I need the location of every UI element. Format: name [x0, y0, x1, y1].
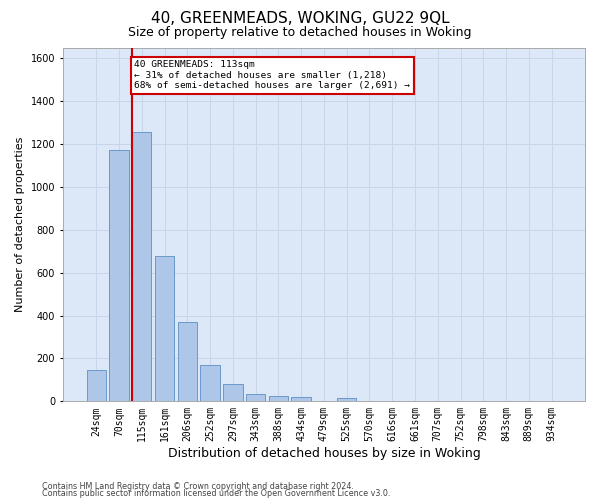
Bar [223, 384, 242, 402]
Bar [269, 396, 288, 402]
Y-axis label: Number of detached properties: Number of detached properties [15, 136, 25, 312]
Bar [178, 322, 197, 402]
Text: Contains HM Land Registry data © Crown copyright and database right 2024.: Contains HM Land Registry data © Crown c… [42, 482, 354, 491]
Bar [337, 398, 356, 402]
Bar [246, 394, 265, 402]
Bar [132, 132, 151, 402]
X-axis label: Distribution of detached houses by size in Woking: Distribution of detached houses by size … [167, 447, 480, 460]
Text: 40, GREENMEADS, WOKING, GU22 9QL: 40, GREENMEADS, WOKING, GU22 9QL [151, 11, 449, 26]
Bar [86, 370, 106, 402]
Bar [109, 150, 128, 402]
Text: Contains public sector information licensed under the Open Government Licence v3: Contains public sector information licen… [42, 489, 391, 498]
Text: 40 GREENMEADS: 113sqm
← 31% of detached houses are smaller (1,218)
68% of semi-d: 40 GREENMEADS: 113sqm ← 31% of detached … [134, 60, 410, 90]
Bar [155, 256, 174, 402]
Text: Size of property relative to detached houses in Woking: Size of property relative to detached ho… [128, 26, 472, 39]
Bar [200, 365, 220, 402]
Bar [292, 397, 311, 402]
